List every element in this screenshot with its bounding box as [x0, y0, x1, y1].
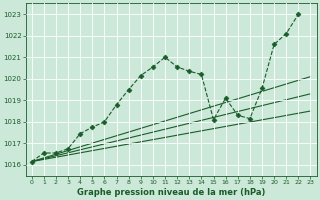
X-axis label: Graphe pression niveau de la mer (hPa): Graphe pression niveau de la mer (hPa): [77, 188, 265, 197]
